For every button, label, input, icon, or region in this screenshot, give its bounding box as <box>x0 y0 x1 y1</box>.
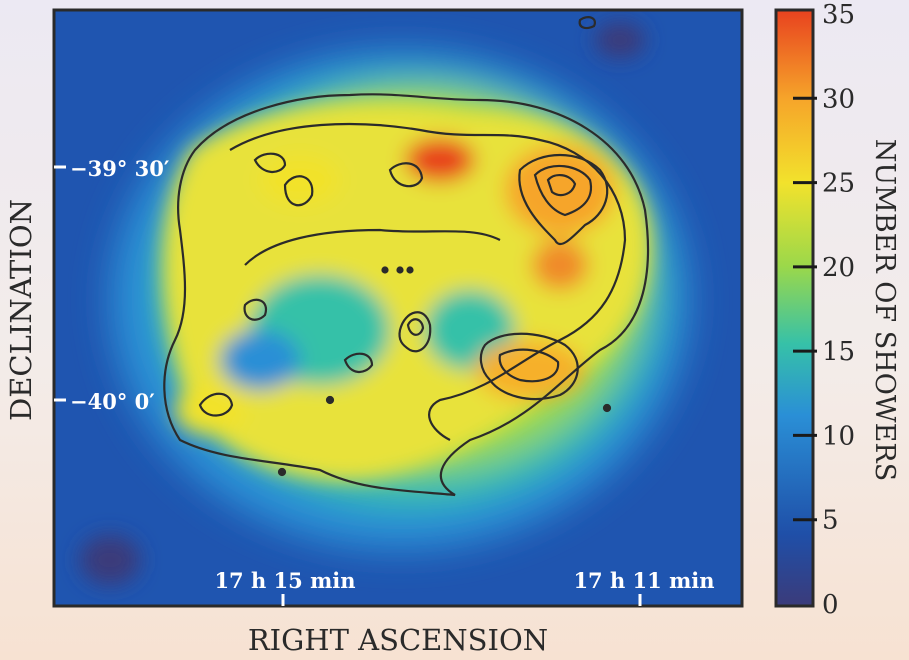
colorbar-tick-label: 10 <box>822 421 855 451</box>
y-axis-title: DECLINATION <box>4 199 38 421</box>
colorbar-tick-label: 20 <box>822 253 855 283</box>
y-axis: −39° 30′ −40° 0′ <box>54 156 170 414</box>
x-axis: 17 h 15 min 17 h 11 min <box>214 568 715 606</box>
colorbar: 0 5 10 15 20 25 30 35 NUMBER OF SHOWERS <box>774 0 900 620</box>
colorbar-tick-label: 25 <box>822 169 855 199</box>
colorbar-gradient <box>774 8 815 608</box>
colorbar-tick-label: 0 <box>822 590 839 620</box>
colorbar-ticks: 0 5 10 15 20 25 30 35 <box>793 0 855 620</box>
colorbar-tick-label: 30 <box>822 84 855 114</box>
x-tick-label: 17 h 11 min <box>573 568 714 593</box>
heatmap <box>54 10 742 606</box>
plot-frame <box>52 8 744 608</box>
colorbar-title: NUMBER OF SHOWERS <box>869 139 900 481</box>
x-tick-label: 17 h 15 min <box>214 568 355 593</box>
y-tick-label: −39° 30′ <box>70 156 170 181</box>
colorbar-tick-label: 35 <box>822 0 855 30</box>
contours <box>163 16 650 497</box>
colorbar-tick-label: 15 <box>822 337 855 367</box>
x-axis-title: RIGHT ASCENSION <box>248 623 548 657</box>
colorbar-tick-label: 5 <box>822 506 839 536</box>
y-tick-label: −40° 0′ <box>70 389 155 414</box>
